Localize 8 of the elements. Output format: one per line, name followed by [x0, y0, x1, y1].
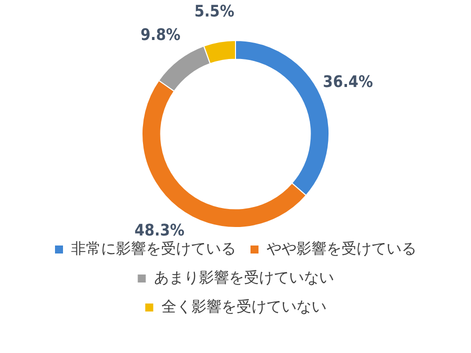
data-label: 5.5%: [194, 1, 234, 20]
legend-label: やや影響を受けている: [266, 239, 416, 258]
data-label: 36.4%: [322, 72, 373, 91]
legend-label: 全く影響を受けていない: [161, 297, 326, 316]
legend-label: あまり影響を受けていない: [154, 268, 334, 286]
data-label: 9.8%: [140, 25, 180, 44]
data-label: 48.3%: [134, 220, 184, 240]
legend-label: 非常に影響を受けている: [71, 239, 236, 258]
